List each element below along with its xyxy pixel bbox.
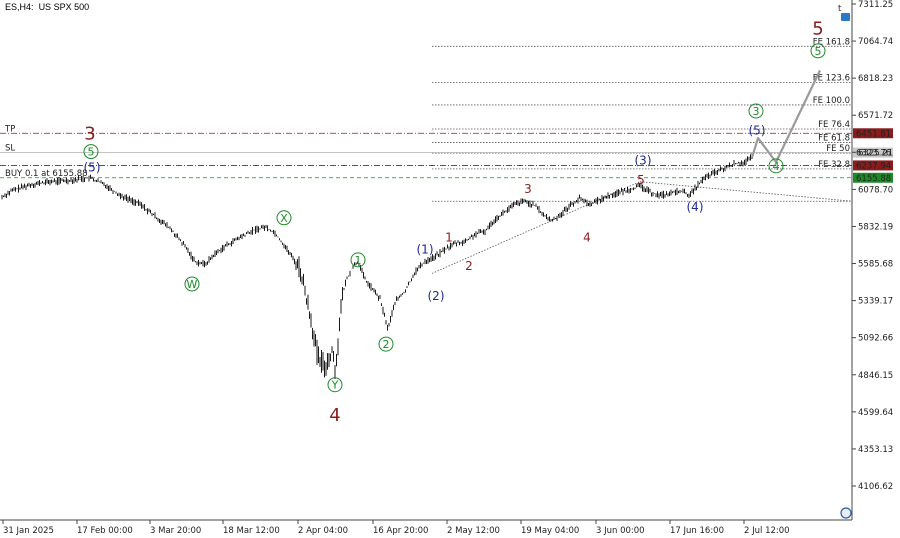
wave-label: 4 <box>329 405 340 426</box>
wave-label: (1) <box>417 242 434 256</box>
level-label: SL <box>5 144 15 154</box>
y-tick-label: 4353.13 <box>858 445 893 455</box>
wave-label: (5) <box>84 160 101 174</box>
wave-label: X <box>280 212 288 225</box>
level-tag <box>853 160 893 171</box>
x-tick-label: 16 Apr 20:00 <box>373 526 428 536</box>
x-tick-label: 19 May 04:00 <box>521 526 579 536</box>
y-tick-label: 7311.25 <box>858 0 893 10</box>
price-series <box>1 153 753 380</box>
wave-circle <box>378 336 394 352</box>
wave-label: 5 <box>637 173 645 187</box>
wave-label: 4 <box>583 230 591 244</box>
y-tick-label: 7064.74 <box>858 37 893 47</box>
y-tick-label: 6571.72 <box>858 111 893 121</box>
wave-label: 5 <box>88 146 95 159</box>
y-tick-label: 5832.19 <box>858 222 893 232</box>
wave-label: (4) <box>687 200 704 214</box>
circle-o-icon <box>840 507 852 519</box>
wave-label: W <box>187 278 198 291</box>
fib-label: FE 76.4 <box>818 120 850 130</box>
wave-label: 3 <box>524 182 532 196</box>
fib-extension-levels: FE 161.8FE 123.6FE 100.0FE 76.4FE 61.8FE… <box>431 37 853 274</box>
level-label: BUY 0.1 at 6155.88 <box>5 169 88 179</box>
level-tag <box>853 128 893 139</box>
y-tick-label: 4599.64 <box>858 408 893 418</box>
fib-label: FE 100.0 <box>813 96 850 106</box>
level-tag-text: 6237.94 <box>856 161 891 171</box>
time-axis: 31 Jan 2025 17 Feb 00:00 3 Mar 20:00 18 Mar… <box>2 520 790 536</box>
projection-line <box>750 69 821 164</box>
level-tag-text: 6323.76 <box>856 149 891 159</box>
y-tick-label: 6818.23 <box>858 74 893 84</box>
price-axis: 7311.25 7064.74 6818.23 6571.72 6325.21 6078.… <box>852 0 893 492</box>
y-tick-label: 6325.21 <box>858 148 893 158</box>
y-tick-label: 5092.66 <box>858 334 893 344</box>
wave-label: 3 <box>753 105 760 118</box>
chart-icons: t <box>838 4 852 519</box>
y-tick-label: 6078.70 <box>858 185 893 195</box>
level-tag <box>853 172 893 183</box>
trend-line <box>639 181 853 202</box>
wave-label: (3) <box>635 154 652 168</box>
wave-circle <box>748 103 764 119</box>
x-tick-label: 2 Apr 04:00 <box>298 526 348 536</box>
wave-circle <box>810 43 826 59</box>
wave-label: 5 <box>815 45 822 58</box>
level-tag-text: 6155.88 <box>856 174 891 184</box>
wave-circle <box>327 377 343 393</box>
wave-circle <box>184 276 200 292</box>
wave-label: 2 <box>383 338 390 351</box>
y-tick-label: 5585.68 <box>858 260 893 270</box>
x-tick-label: 2 Jul 12:00 <box>744 526 790 536</box>
wave-circle <box>83 144 99 160</box>
wave-label: 2 <box>465 259 473 273</box>
y-tick-label: 4846.15 <box>858 371 893 381</box>
fib-label: FE 61.8 <box>818 134 850 144</box>
x-tick-label: 3 Jun 00:00 <box>596 526 645 536</box>
trade-levels: TP 6451.81 SL 6323.76 6237.94 BUY 0.1 at 6155… <box>0 124 893 184</box>
fib-label: FE 123.6 <box>813 73 850 83</box>
timeframe-label: H4 <box>19 2 32 12</box>
level-tag-text: 6451.81 <box>856 129 891 139</box>
x-tick-label: 17 Feb 00:00 <box>77 526 133 536</box>
fib-label: FE 32.8 <box>818 160 850 170</box>
symbol-label: ES <box>5 2 18 12</box>
level-label: TP <box>4 124 15 134</box>
chart-title: ES,H4: US SPX 500 <box>5 2 90 12</box>
projection-path <box>750 69 821 164</box>
wave-label: 3 <box>84 124 95 145</box>
trend-line <box>431 181 641 274</box>
x-tick-label: 3 Mar 20:00 <box>150 526 201 536</box>
y-tick-label: 5339.17 <box>858 297 893 307</box>
wave-circle <box>276 210 292 226</box>
wave-label: (2) <box>428 289 445 303</box>
x-tick-label: 2 May 12:00 <box>447 526 500 536</box>
axes <box>0 0 853 521</box>
trade-icon <box>841 13 850 21</box>
wave-label: 5 <box>812 18 823 39</box>
fib-label: FE 50 <box>826 144 850 154</box>
wave-label: 1 <box>355 254 362 267</box>
y-tick-label: 4106.62 <box>858 482 893 492</box>
x-tick-label: 17 Jun 16:00 <box>670 526 724 536</box>
wave-circle <box>768 158 784 174</box>
wave-label: Y <box>331 379 339 392</box>
level-tag <box>853 147 893 158</box>
instrument-label: US SPX 500 <box>38 2 90 12</box>
wave-circle <box>350 252 366 268</box>
x-tick-label: 31 Jan 2025 <box>3 526 54 536</box>
x-tick-label: 18 Mar 12:00 <box>223 526 280 536</box>
trade-letter: t <box>838 4 842 14</box>
wave-label: 4 <box>773 160 780 173</box>
wave-label: (5) <box>749 124 766 138</box>
fib-label: FE 161.8 <box>813 37 850 47</box>
wave-label: 1 <box>445 230 453 244</box>
